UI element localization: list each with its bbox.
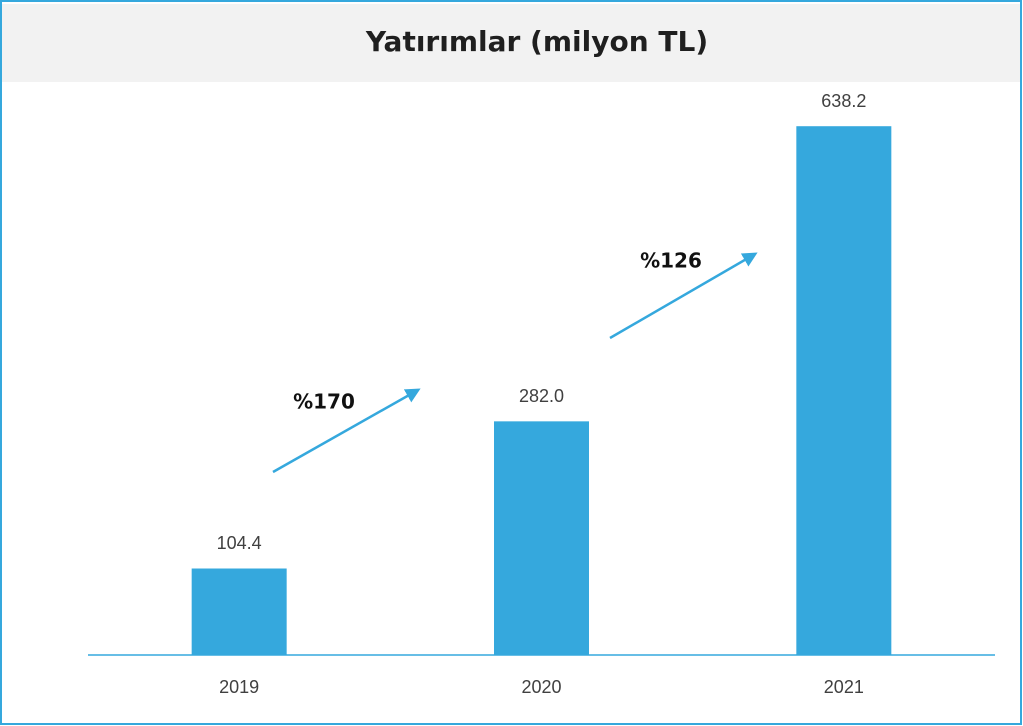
chart-title: Yatırımlar (milyon TL) bbox=[365, 25, 708, 58]
value-label: 282.0 bbox=[519, 386, 564, 406]
x-tick-label: 2020 bbox=[521, 677, 561, 697]
bar bbox=[191, 568, 287, 655]
x-tick-label: 2019 bbox=[219, 677, 259, 697]
bar bbox=[796, 126, 892, 656]
growth-label: %170 bbox=[293, 390, 355, 414]
title-band bbox=[2, 4, 1020, 82]
growth-arrow bbox=[609, 252, 758, 340]
growth-label: %126 bbox=[640, 249, 702, 273]
value-label: 638.2 bbox=[821, 91, 866, 111]
bar bbox=[494, 421, 589, 655]
growth-arrow bbox=[272, 388, 421, 474]
x-tick-label: 2021 bbox=[824, 677, 864, 697]
value-label: 104.4 bbox=[217, 533, 262, 553]
